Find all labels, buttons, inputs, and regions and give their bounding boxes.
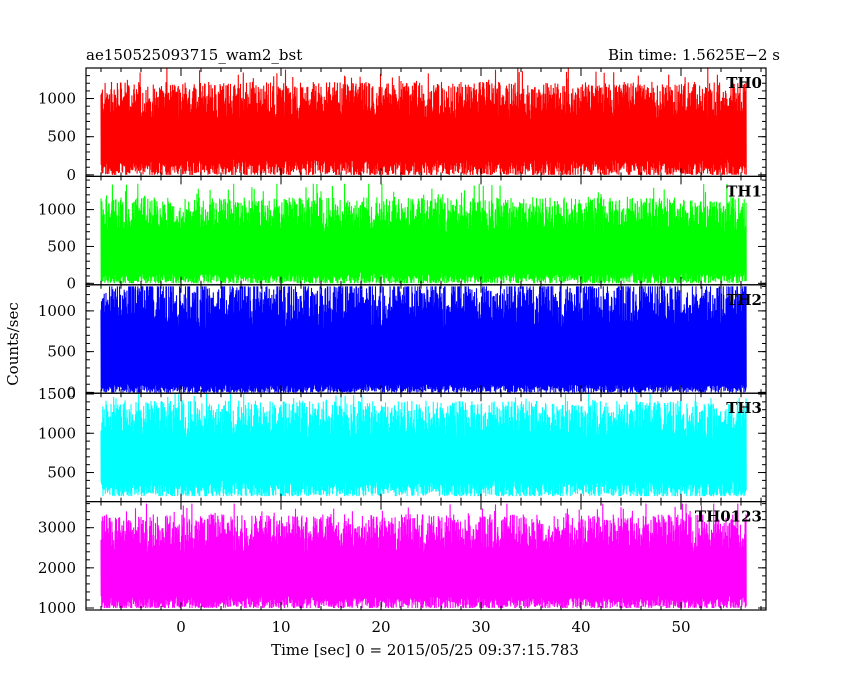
panel-th3: 500 1000 1500 TH3: [38, 385, 767, 503]
y-tick-label: 1000: [38, 302, 76, 320]
y-tick-label: 1000: [38, 599, 76, 617]
series-th2: [100, 286, 747, 393]
x-axis: 0 10 20 30 40 50: [176, 618, 690, 636]
x-tick-label: 50: [671, 618, 690, 636]
y-tick-label: 2000: [38, 559, 76, 577]
y-tick-label: 500: [47, 237, 76, 255]
panel-th0: 0 500 1000 TH0: [38, 67, 767, 184]
panel-label-th0: TH0: [726, 74, 762, 92]
x-tick-label: 20: [371, 618, 390, 636]
series-th3: [100, 393, 747, 497]
panel-th0123: 1000 2000 3000 TH0123: [38, 501, 767, 617]
y-tick-label: 0: [66, 274, 76, 292]
y-tick-label: 1000: [38, 90, 76, 108]
panel-th1: 0 500 1000 TH1: [38, 175, 767, 292]
y-tick-label: 0: [66, 166, 76, 184]
y-tick-label: 500: [47, 464, 76, 482]
x-tick-label: 10: [271, 618, 290, 636]
panel-th2: 0 500 1000 TH2: [38, 284, 767, 401]
panel-label-th3: TH3: [726, 399, 762, 417]
x-tick-label: 30: [471, 618, 490, 636]
y-axis-label: Counts/sec: [4, 302, 22, 386]
series-th0123: [100, 503, 747, 609]
y-tick-label: 500: [47, 343, 76, 361]
y-tick-label: 1000: [38, 201, 76, 219]
y-tick-label: 1000: [38, 424, 76, 442]
y-tick-label: 0: [66, 383, 76, 401]
panel-label-th0123: TH0123: [695, 508, 762, 526]
panel-frame-th0123: [85, 501, 767, 611]
y-tick-label: 1500: [38, 385, 76, 403]
plot-title-right: Bin time: 1.5625E−2 s: [608, 46, 780, 64]
y-tick-label: 3000: [38, 519, 76, 537]
x-tick-label: 40: [571, 618, 590, 636]
panel-label-th1: TH1: [726, 182, 762, 200]
plot-title-left: ae150525093715_wam2_bst: [86, 46, 302, 64]
x-tick-label: 0: [176, 618, 186, 636]
series-th0: [100, 67, 747, 175]
y-tick-label: 500: [47, 128, 76, 146]
series-th1: [100, 183, 747, 284]
panels-group: 0 500 1000 TH0 0 500 1000 TH1 0 500 1000 TH2 500 1000…: [38, 67, 767, 617]
panel-label-th2: TH2: [726, 291, 762, 309]
x-axis-label: Time [sec] 0 = 2015/05/25 09:37:15.783: [271, 641, 579, 659]
